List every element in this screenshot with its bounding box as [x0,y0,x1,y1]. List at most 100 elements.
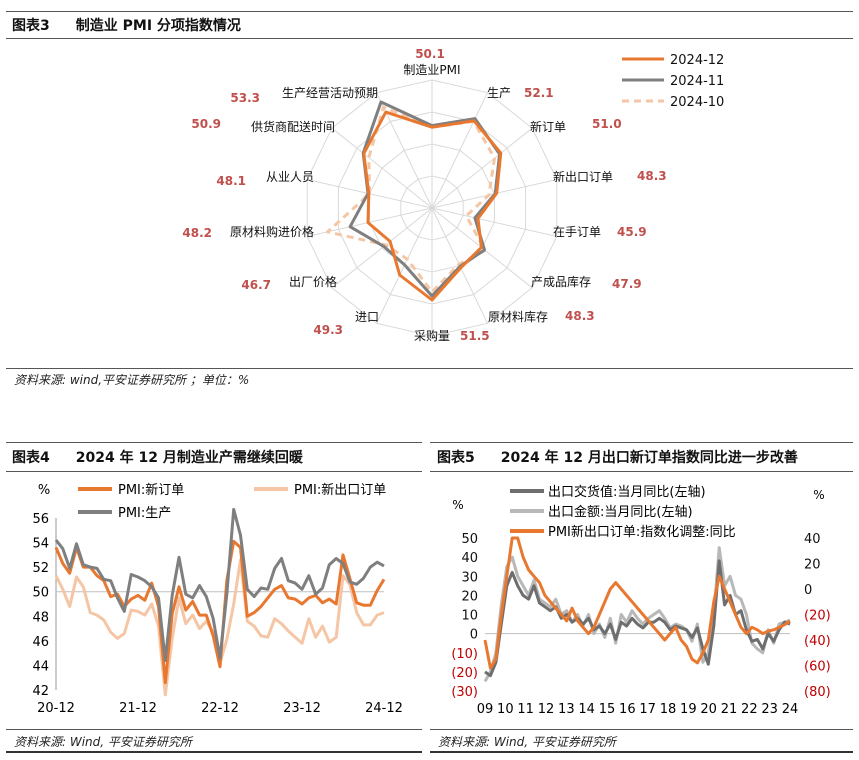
series-line-PMI新出口订单:指数化调整:同比 [483,536,791,670]
y-right-tick-label: (40) [804,634,831,649]
legend-label: PMI:生产 [118,506,171,521]
radar-value-label: 46.7 [241,278,271,292]
y-left-tick-label: 40 [461,551,478,566]
y-tick-label: 56 [32,512,49,527]
x-tick-label: 24-12 [365,701,403,716]
y-tick-label: 52 [32,561,49,576]
x-tick-label: 12 [538,702,555,717]
legend-label: 出口金额:当月同比(左轴) [548,504,693,520]
radar-value-label: 50.9 [191,117,221,131]
fig3-source: 资料来源: wind,平安证券研究所 ；单位：% [14,373,250,387]
y-tick-label: 48 [32,610,49,625]
radar-category-label: 在手订单 [553,225,601,239]
x-tick-label: 21 [721,702,738,717]
series-line-出口金额:当月同比(左轴) [483,546,791,683]
radar-value-label: 50.1 [415,47,445,61]
x-tick-label: 10 [497,702,514,717]
radar-category-label: 产成品库存 [531,274,591,289]
legend-label: 出口交货值:当月同比(左轴) [548,484,706,500]
radar-spoke [331,207,433,289]
radar-category-label: 新订单 [530,119,566,134]
fig4-source: 资料来源: Wind, 平安证券研究所 [14,735,192,749]
radar-value-label: 51.5 [460,329,490,343]
radar-category-label: 原材料库存 [488,309,548,324]
y-right-tick-label: 20 [804,558,821,573]
radar-value-label: 48.3 [637,169,667,183]
radar-value-label: 48.2 [182,226,212,240]
y-tick-label: 54 [32,537,49,552]
radar-legend-label: 2024-12 [670,53,724,68]
radar-value-label: 52.1 [524,86,554,100]
radar-category-label: 出厂价格 [289,274,337,289]
x-tick-label: 19 [680,702,697,717]
x-tick-label: 14 [578,702,595,717]
x-tick-label: 13 [558,702,575,717]
radar-category-label: 新出口订单 [553,169,613,184]
x-tick-label: 17 [639,702,656,717]
radar-series-2024-10 [326,105,496,294]
radar-category-label: 从业人员 [266,170,314,184]
y-axis-unit: % [38,483,50,498]
y-tick-label: 42 [32,684,49,699]
y-left-tick-label: 20 [461,589,478,604]
radar-chart: 制造业PMI 50.1 生产 52.1 新订单 51.0 新出口订单 48.3 在手订单 45.9… [182,47,724,343]
radar-category-label: 制造业PMI [403,63,460,77]
radar-legend-label: 2024-10 [670,95,724,110]
radar-category-label: 供货商配送时间 [251,119,335,134]
radar-spoke [376,92,433,209]
radar-category-label: 进口 [355,310,379,324]
y-right-tick-label: (80) [804,685,831,700]
x-tick-label: 21-12 [119,701,157,716]
fig5-heading: 2024 年 12 月出口新订单指数同比进一步改善 [500,450,798,466]
x-tick-label: 23 [761,702,778,717]
y-left-tick-label: (20) [451,666,478,681]
fig4-number: 图表4 [12,450,50,466]
y-tick-label: 46 [32,635,49,650]
y-right-unit: % [813,488,824,502]
legend-label: PMI新出口订单:指数化调整:同比 [548,524,736,540]
radar-spoke [431,127,533,209]
fig3-number: 图表3 [12,18,50,34]
radar-spoke [431,207,557,237]
x-tick-label: 20-12 [37,701,75,716]
y-left-tick-label: 50 [461,532,478,547]
radar-category-label: 生产经营活动预期 [282,86,378,100]
series-line-PMI:新订单 [54,539,386,685]
fig4-heading: 2024 年 12 月制造业产需继续回暖 [75,450,303,466]
y-left-tick-label: 10 [461,609,478,624]
series-line-出口交货值:当月同比(左轴) [484,559,791,678]
y-left-tick-label: 0 [470,628,478,643]
legend-label: PMI:新订单 [118,482,184,498]
radar-value-label: 48.1 [216,174,246,188]
y-left-unit: % [452,498,463,512]
fig5-source: 资料来源: Wind, 平安证券研究所 [438,735,616,749]
x-tick-label: 20 [700,702,717,717]
x-tick-label: 18 [660,702,677,717]
radar-spoke [431,92,488,209]
radar-value-label: 51.0 [592,117,622,131]
radar-category-label: 生产 [487,86,511,100]
fig5-number: 图表5 [437,450,475,466]
fig3-heading: 制造业 PMI 分项指数情况 [75,18,241,34]
x-tick-label: 16 [619,702,636,717]
pmi-line-chart: % 42 44 46 48 50 52 54 56 20-12 21-12 22-12 23-12 24-… [32,482,403,716]
y-right-tick-label: (20) [804,609,831,624]
radar-category-label: 采购量 [414,328,450,343]
y-left-tick-label: (30) [451,685,478,700]
radar-value-label: 48.3 [565,309,595,323]
x-tick-label: 09 [477,702,494,717]
series-line-PMI:生产 [54,507,385,662]
radar-series-2024-12 [362,110,503,302]
y-tick-label: 44 [32,659,49,674]
y-tick-label: 50 [32,586,49,601]
radar-series-2024-11 [348,100,502,298]
x-tick-label: 15 [599,702,616,717]
x-tick-label: 11 [517,702,534,717]
export-line-chart: %% 50 40 30 20 10 0 (10) (20) (30) 40 20 0 (20) (40) (6… [451,484,831,717]
radar-value-label: 53.3 [230,91,260,105]
y-left-tick-label: (10) [451,647,478,662]
legend-label: PMI:新出口订单 [294,482,386,498]
y-left-tick-label: 30 [461,570,478,585]
x-tick-label: 23-12 [283,701,321,716]
radar-value-label: 45.9 [617,225,647,239]
